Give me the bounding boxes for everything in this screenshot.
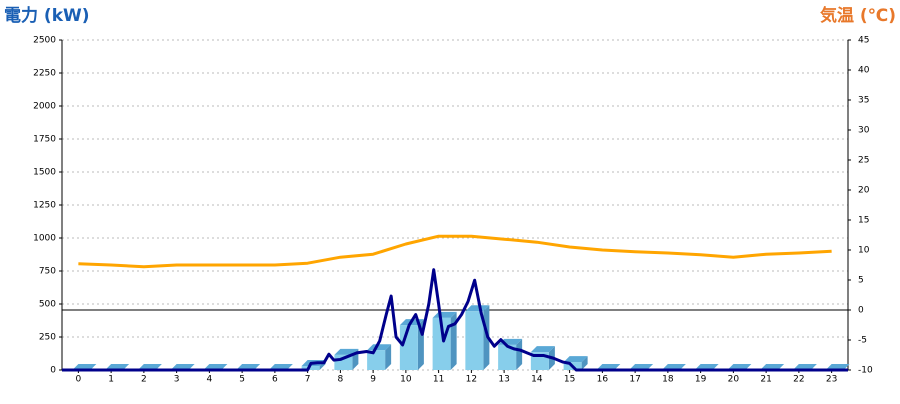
bar-side <box>385 344 392 370</box>
bar <box>399 325 418 370</box>
x-tick-label: 9 <box>370 375 376 385</box>
x-tick-label: 18 <box>662 375 674 385</box>
power-line <box>62 268 848 372</box>
bar <box>301 366 320 370</box>
y2-tick-label: 30 <box>858 126 870 136</box>
y2-tick-label: 10 <box>858 246 870 256</box>
bar-top <box>530 346 555 353</box>
y2-tick-label: -5 <box>858 336 867 346</box>
x-tick-label: 2 <box>141 375 147 385</box>
x-tick-label: 8 <box>338 375 344 385</box>
bar <box>367 350 386 370</box>
bar-top <box>563 356 588 363</box>
bar <box>498 344 517 370</box>
x-tick-label: 6 <box>272 375 278 385</box>
y-tick-label: 1250 <box>33 201 56 211</box>
x-tick-label: 17 <box>629 375 640 385</box>
y-tick-label: 0 <box>50 366 56 376</box>
y2-tick-label: 25 <box>858 156 869 166</box>
x-tick-label: 3 <box>174 375 180 385</box>
x-tick-label: 21 <box>760 375 771 385</box>
x-tick-label: 5 <box>239 375 245 385</box>
x-tick-label: 4 <box>207 375 213 385</box>
y-tick-label: 750 <box>39 267 56 277</box>
x-tick-label: 14 <box>531 375 543 385</box>
y-tick-label: 1750 <box>33 135 56 145</box>
y2-tick-label: 0 <box>858 306 864 316</box>
x-tick-label: 23 <box>826 375 837 385</box>
y2-tick-label: 15 <box>858 216 869 226</box>
y-axis-title: 電力 (kW) <box>4 5 90 26</box>
x-tick-label: 12 <box>466 375 477 385</box>
y-tick-label: 1500 <box>33 168 56 178</box>
bar <box>465 311 484 370</box>
y2-tick-label: 40 <box>858 66 870 76</box>
y2-tick-label: -10 <box>858 366 873 376</box>
temperature-line <box>78 234 832 269</box>
x-tick-label: 15 <box>564 375 575 385</box>
x-tick-label: 13 <box>498 375 509 385</box>
x-tick-label: 16 <box>597 375 609 385</box>
x-tick-label: 0 <box>76 375 82 385</box>
x-tick-label: 20 <box>728 375 740 385</box>
y2-tick-label: 35 <box>858 96 869 106</box>
y-tick-label: 2500 <box>33 36 56 46</box>
y-tick-label: 1000 <box>33 234 56 244</box>
y-tick-label: 2000 <box>33 102 56 112</box>
bar-top <box>465 305 490 312</box>
x-tick-label: 11 <box>433 375 444 385</box>
x-tick-label: 22 <box>793 375 804 385</box>
x-tick-label: 10 <box>400 375 412 385</box>
x-tick-label: 19 <box>695 375 707 385</box>
x-tick-label: 1 <box>108 375 114 385</box>
y2-tick-label: 45 <box>858 36 869 46</box>
y2-tick-label: 5 <box>858 276 864 286</box>
bar-side <box>516 338 523 370</box>
y2-axis-title: 気温 (℃) <box>819 5 896 26</box>
bar-side <box>581 356 588 370</box>
bar-top <box>367 344 392 351</box>
y-tick-label: 250 <box>39 333 56 343</box>
x-tick-label: 7 <box>305 375 311 385</box>
y2-tick-label: 20 <box>858 186 870 196</box>
y-tick-label: 2250 <box>33 69 56 79</box>
y-tick-label: 500 <box>39 300 56 310</box>
